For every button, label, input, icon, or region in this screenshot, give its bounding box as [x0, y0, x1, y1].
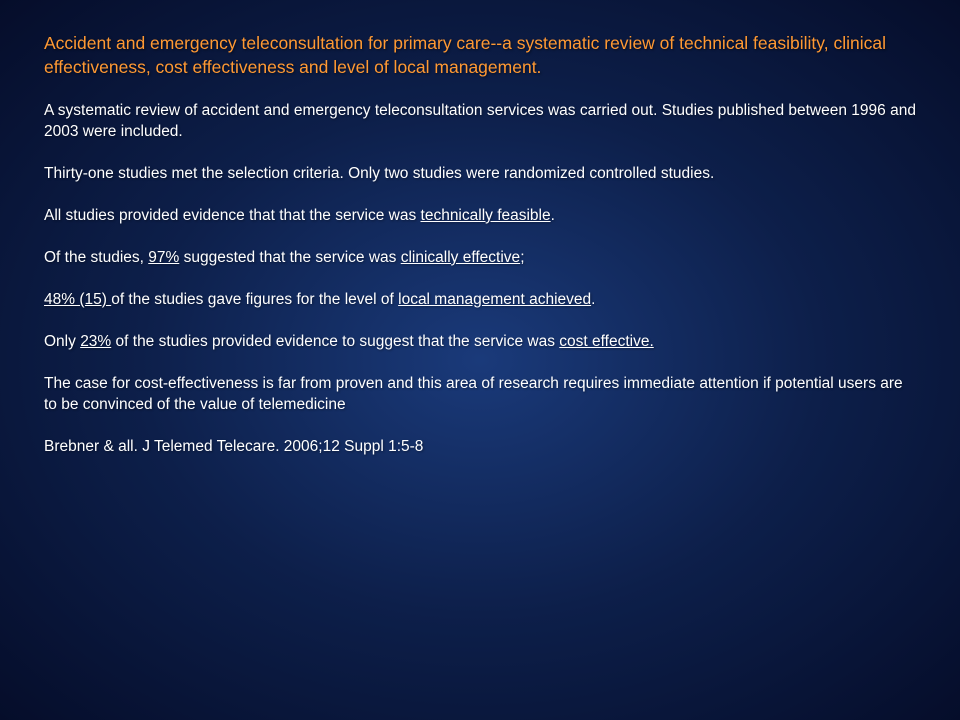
text-span: All studies provided evidence that that … [44, 207, 421, 224]
paragraph-cost-effective: Only 23% of the studies provided evidenc… [44, 332, 916, 353]
text-span: ; [520, 249, 524, 266]
paragraph-intro: A systematic review of accident and emer… [44, 101, 916, 143]
underline-97pct: 97% [148, 249, 179, 266]
underline-clinically-effective: clinically effective [401, 249, 520, 266]
text-span: of the studies provided evidence to sugg… [111, 333, 559, 350]
paragraph-conclusion: The case for cost-effectiveness is far f… [44, 374, 916, 416]
text-span: . [551, 207, 555, 224]
text-span: Of the studies, [44, 249, 148, 266]
slide-title: Accident and emergency teleconsultation … [44, 32, 916, 79]
paragraph-studies: Thirty-one studies met the selection cri… [44, 164, 916, 185]
text-span: suggested that the service was [179, 249, 400, 266]
text-span: Only [44, 333, 80, 350]
text-span: . [591, 291, 595, 308]
underline-23pct: 23% [80, 333, 111, 350]
underline-technically-feasible: technically feasible [421, 207, 551, 224]
underline-48pct: 48% (15) [44, 291, 111, 308]
slide-container: Accident and emergency teleconsultation … [0, 0, 960, 720]
underline-cost-effective: cost effective. [559, 333, 653, 350]
paragraph-feasible: All studies provided evidence that that … [44, 206, 916, 227]
paragraph-local-management: 48% (15) of the studies gave figures for… [44, 290, 916, 311]
paragraph-clinically-effective: Of the studies, 97% suggested that the s… [44, 248, 916, 269]
reference-citation: Brebner & all. J Telemed Telecare. 2006;… [44, 437, 916, 458]
underline-local-management: local management achieved [398, 291, 591, 308]
text-span: of the studies gave figures for the leve… [111, 291, 398, 308]
